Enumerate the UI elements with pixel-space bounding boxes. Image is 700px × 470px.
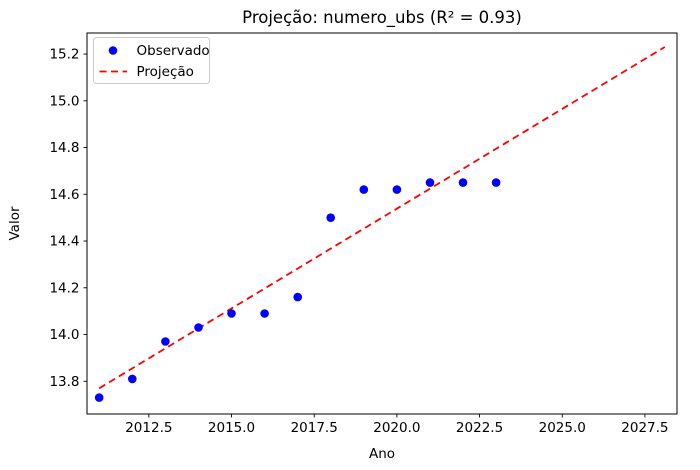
- x-tick-label: 2022.5: [456, 420, 503, 436]
- chart-title: Projeção: numero_ubs (R² = 0.93): [242, 8, 522, 28]
- x-axis-label: Ano: [369, 446, 395, 462]
- x-tick-label: 2015.0: [208, 420, 255, 436]
- legend-label-observado: Observado: [137, 43, 210, 59]
- data-point: [425, 178, 435, 187]
- x-tick-label: 2020.0: [373, 420, 420, 436]
- data-point: [194, 323, 203, 332]
- data-point: [359, 185, 369, 194]
- x-tick-label: 2027.5: [621, 420, 668, 436]
- data-point: [94, 393, 104, 402]
- data-point: [458, 178, 468, 187]
- data-point: [260, 309, 269, 318]
- x-tick-label: 2025.0: [539, 420, 586, 436]
- y-tick-label: 14.2: [49, 280, 79, 296]
- data-point: [293, 292, 303, 302]
- data-point: [392, 185, 402, 194]
- y-tick-label: 14.0: [49, 327, 79, 343]
- y-tick-label: 14.6: [49, 187, 79, 203]
- y-tick-label: 15.0: [49, 93, 79, 109]
- projection-line: [98, 46, 666, 390]
- y-tick-label: 15.2: [49, 47, 79, 63]
- data-point: [128, 374, 137, 384]
- y-axis-label: Valor: [7, 206, 23, 240]
- legend-label-projecao: Projeção: [137, 64, 194, 80]
- data-point: [491, 178, 501, 187]
- plot-series: [94, 46, 666, 402]
- y-tick-label: 13.8: [49, 374, 79, 390]
- plot-area: [86, 32, 678, 415]
- x-tick-label: 2012.5: [125, 420, 172, 436]
- y-tick-label: 14.8: [49, 140, 79, 156]
- y-axis-ticks: 13.8 14.0 14.2 14.4 14.6 14.8 15.0 15.2: [49, 47, 87, 390]
- data-point: [326, 213, 336, 222]
- data-point: [161, 337, 170, 346]
- x-axis-ticks: 2012.5 2015.0 2017.5 2020.0 2022.5 2025.0 2027…: [125, 414, 669, 436]
- legend: Observado Projeção: [93, 37, 210, 84]
- data-point: [227, 309, 236, 318]
- x-tick-label: 2017.5: [291, 420, 338, 436]
- legend-marker-observado-icon: [108, 46, 118, 55]
- y-tick-label: 14.4: [49, 234, 79, 250]
